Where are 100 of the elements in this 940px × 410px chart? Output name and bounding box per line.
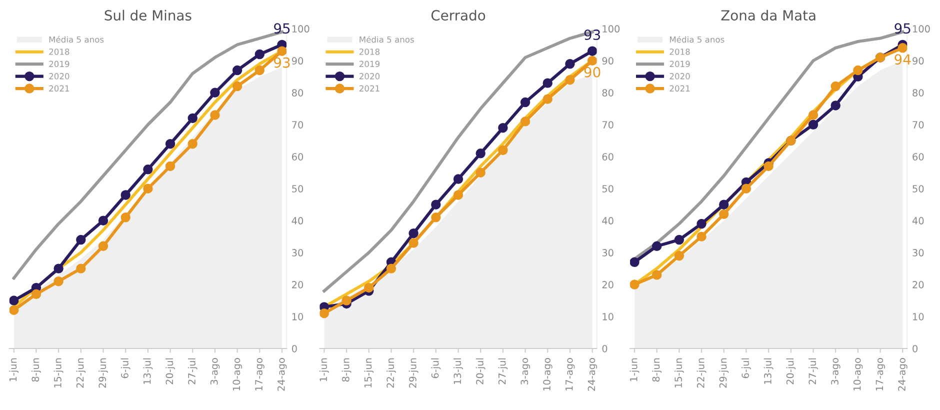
point (630, 280, 640, 290)
point (719, 200, 729, 210)
legend-label: 2021 (359, 85, 380, 92)
point (476, 168, 486, 178)
point (630, 257, 640, 268)
y-tick-label: 100 (292, 25, 310, 33)
point (476, 148, 486, 158)
point (520, 116, 530, 126)
x-tick-label: 22-jun (76, 358, 86, 388)
point (342, 296, 352, 306)
point (364, 282, 374, 293)
y-tick-label: 80 (912, 89, 924, 96)
x-tick-label: 29-jun (408, 358, 418, 388)
x-tick-label: 27-jul (188, 358, 198, 384)
point (31, 289, 42, 299)
point (565, 75, 575, 85)
legend-label: 2018 (670, 48, 690, 55)
point (76, 234, 86, 245)
y-tick-label: 0 (912, 344, 918, 352)
x-tick-label: 1-jun (319, 358, 329, 382)
legend-label: 2020 (670, 73, 690, 80)
x-tick-label: 13-jul (764, 358, 774, 384)
y-tick-label: 60 (602, 153, 614, 160)
point (696, 232, 706, 242)
legend-label: 2019 (49, 60, 70, 68)
legend-label: 2021 (49, 85, 70, 92)
point (542, 94, 552, 104)
point (254, 49, 265, 60)
point (120, 212, 130, 222)
point (853, 65, 863, 76)
point (453, 174, 464, 184)
data-label: 95 (274, 23, 290, 34)
y-tick-label: 60 (912, 153, 924, 160)
x-tick-label: 20-jul (786, 358, 796, 384)
y-tick-label: 100 (913, 25, 930, 33)
point (188, 138, 198, 149)
point (674, 234, 684, 245)
x-tick-label: 22-jun (386, 358, 396, 388)
point (165, 161, 176, 172)
point (808, 110, 818, 120)
point (808, 120, 818, 130)
y-tick-label: 70 (912, 121, 924, 128)
point (830, 81, 840, 92)
chart-title: Zona da Mata (721, 10, 816, 21)
y-tick-label: 40 (602, 217, 614, 224)
y-tick-label: 10 (602, 313, 614, 320)
y-tick-label: 30 (912, 249, 924, 256)
point (674, 250, 684, 261)
x-tick-label: 10-ago (543, 358, 552, 390)
chart-title: Sul de Minas (104, 10, 192, 21)
point (54, 276, 64, 286)
y-tick-label: 0 (602, 344, 608, 352)
y-tick-label: 90 (912, 57, 924, 65)
y-tick-label: 80 (292, 89, 304, 96)
x-tick-label: 29-jun (98, 358, 108, 388)
y-tick-label: 80 (602, 89, 614, 96)
x-tick-label: 24-ago (898, 358, 908, 391)
y-tick-label: 20 (602, 281, 614, 288)
x-tick-label: 1-jun (9, 358, 19, 382)
x-tick-label: 20-jul (166, 358, 175, 384)
y-tick-label: 30 (292, 249, 304, 256)
y-tick-label: 90 (292, 57, 304, 65)
point (386, 264, 396, 274)
data-label: 90 (584, 66, 600, 78)
x-tick-label: 20-jul (476, 358, 486, 384)
y-tick-label: 20 (912, 281, 924, 288)
point (232, 81, 242, 92)
x-tick-label: 15-jun (674, 358, 684, 388)
y-tick-label: 100 (602, 25, 620, 33)
x-tick-label: 10-ago (853, 358, 863, 390)
x-tick-label: 15-jun (54, 358, 64, 388)
x-tick-label: 13-jul (454, 358, 463, 384)
x-tick-label: 22-jun (696, 358, 706, 388)
x-tick-label: 6-jul (431, 358, 441, 378)
x-tick-label: 13-jul (143, 358, 153, 384)
legend-label: Média 5 anos (670, 36, 724, 43)
point (210, 110, 220, 120)
point (9, 296, 19, 306)
point (254, 65, 265, 76)
legend-label: 2019 (670, 60, 690, 68)
x-tick-label: 3-ago (831, 358, 840, 385)
x-tick-label: 29-jun (719, 358, 729, 388)
x-tick-label: 27-jul (498, 358, 508, 384)
x-tick-label: 17-ago (876, 358, 885, 390)
point (587, 56, 597, 66)
point (98, 216, 108, 226)
data-label: 95 (894, 23, 910, 34)
y-tick-label: 10 (913, 313, 924, 320)
point (98, 241, 108, 252)
y-tick-label: 50 (912, 185, 924, 192)
point (652, 241, 662, 252)
point (520, 97, 530, 108)
x-tick-label: 27-jul (808, 358, 818, 384)
legend-label: 2018 (359, 48, 380, 55)
x-tick-label: 1-jun (630, 358, 640, 382)
point (188, 113, 198, 124)
y-tick-label: 70 (602, 121, 614, 128)
point (830, 100, 840, 110)
y-tick-label: 60 (292, 153, 304, 160)
legend-label: Média 5 anos (49, 36, 104, 43)
